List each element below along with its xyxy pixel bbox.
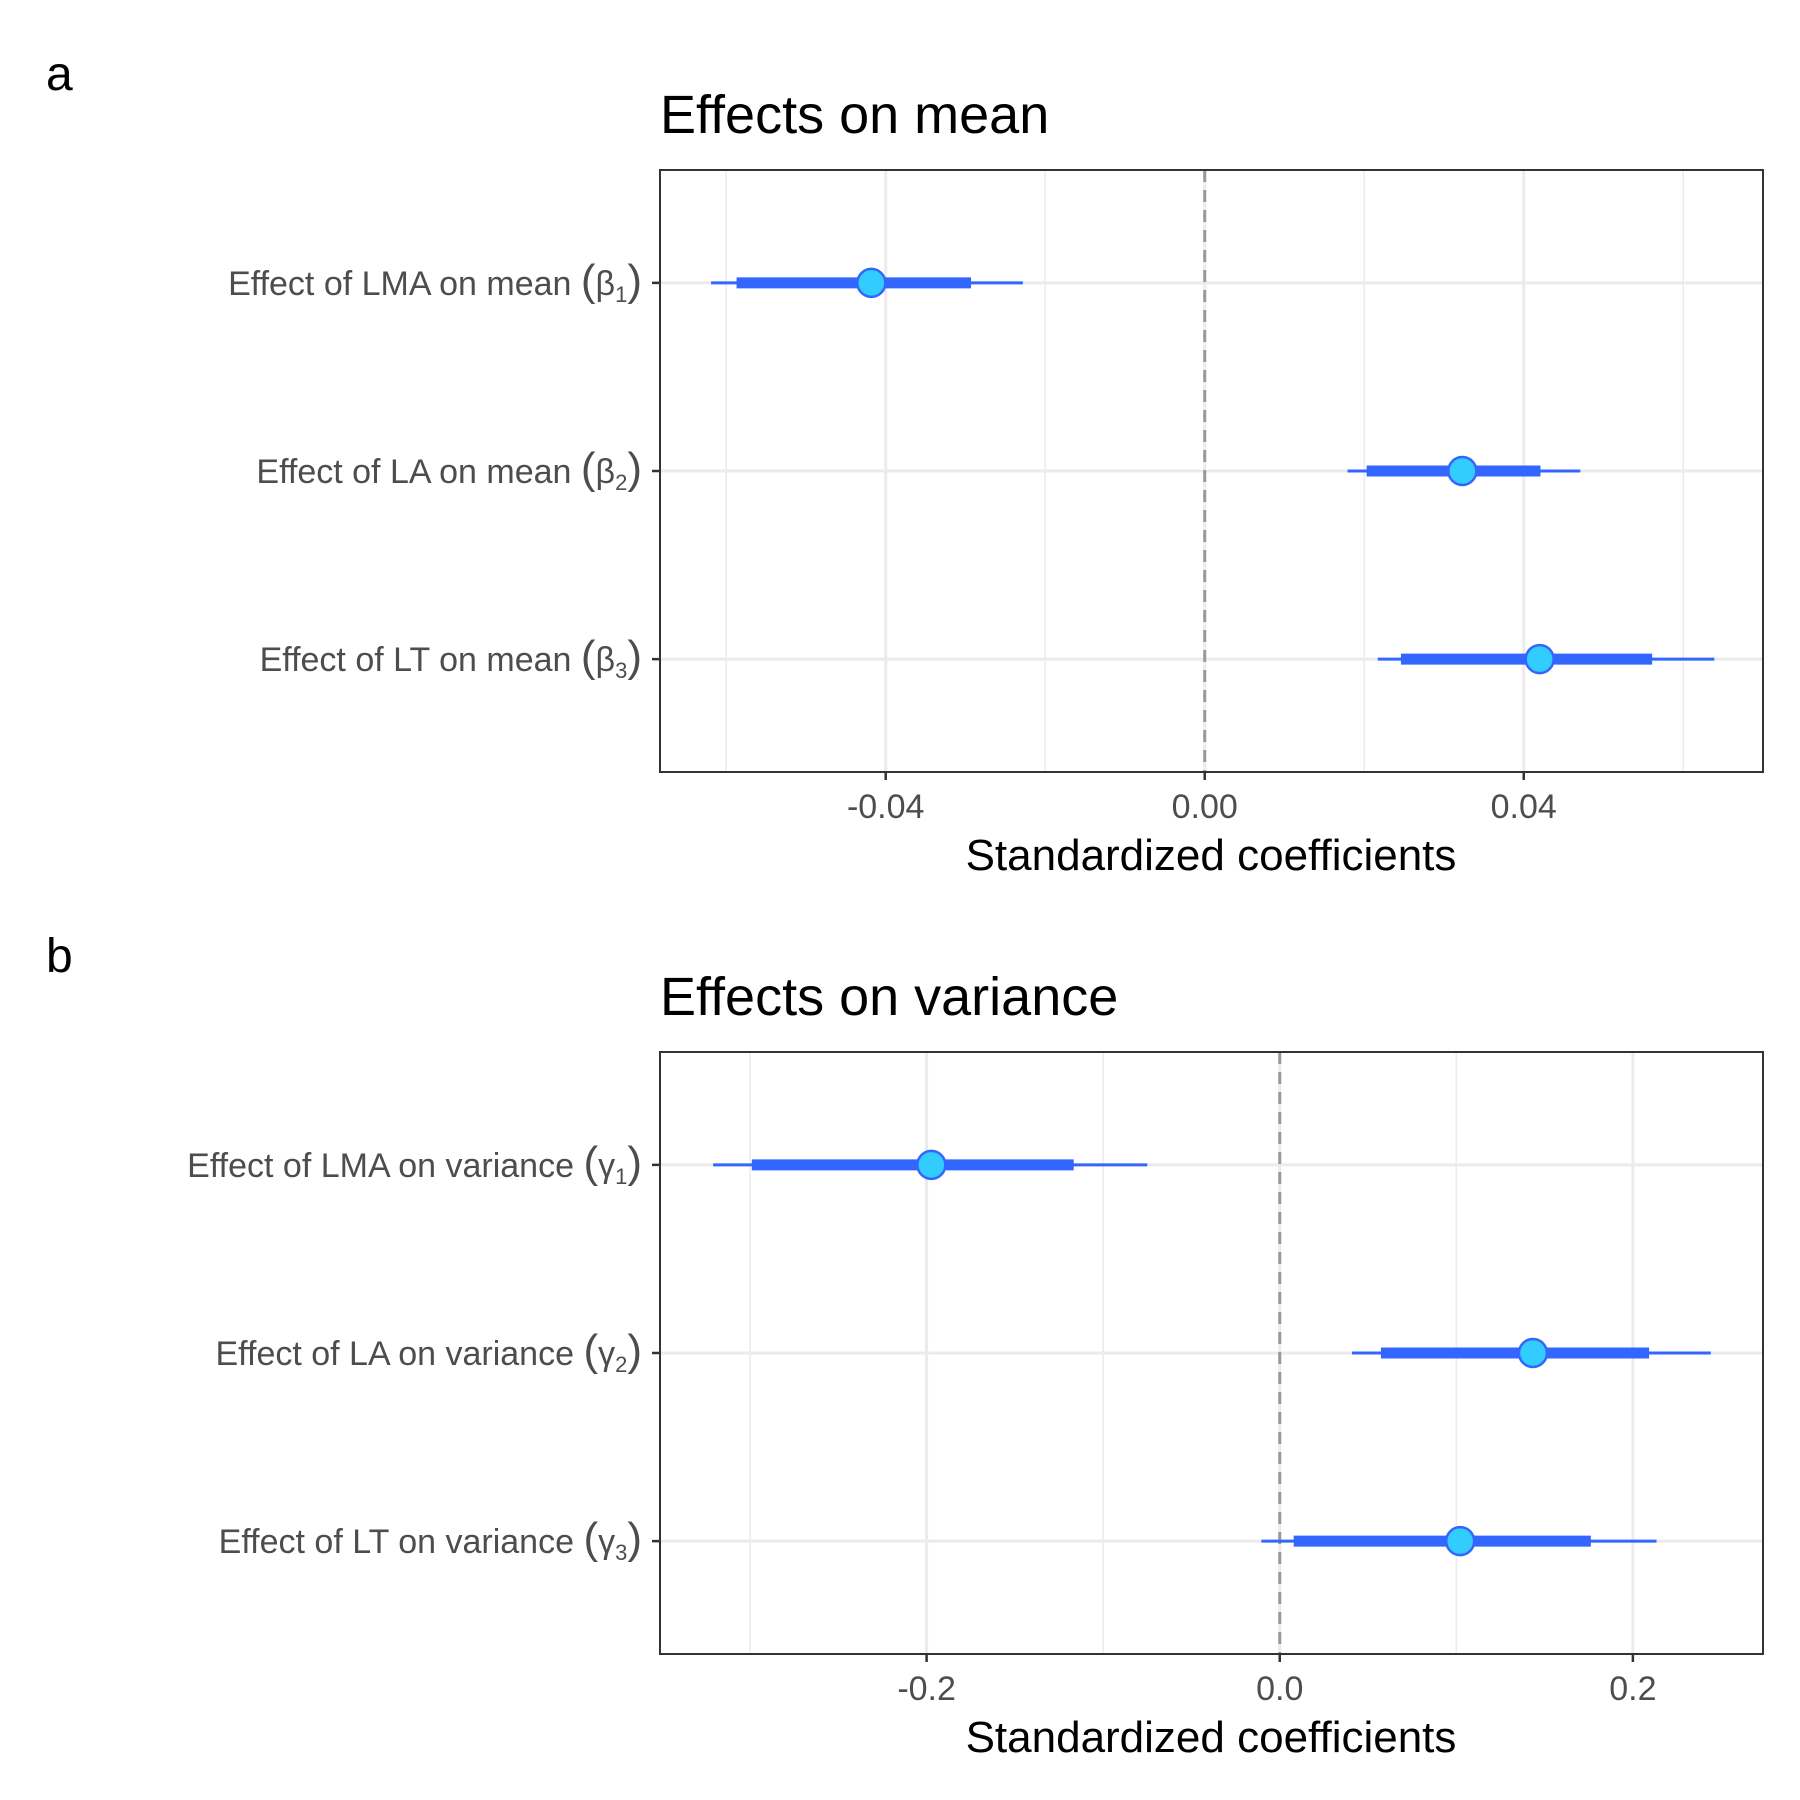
panel-b-point-estimate (1517, 1337, 1549, 1369)
panel-b-title: Effects on variance (660, 967, 1118, 1027)
panel-b-x-tick-label: 0.2 (1609, 1670, 1656, 1708)
panel-a-point-estimate (856, 267, 887, 299)
panel-a-title: Effects on mean (660, 85, 1049, 145)
panel-b-marks (713, 1052, 1711, 1654)
panel-a: a Effects on mean Effect of LMA on mean … (46, 48, 1764, 880)
panel-b-y-tick-label: Effect of LA on variance (γ2) (215, 1326, 642, 1377)
panel-b-x-tick-label: -0.2 (897, 1670, 956, 1708)
panel-b-tag: b (46, 930, 73, 983)
panel-a-tag: a (46, 48, 73, 101)
panel-a-x-tick-label: 0.04 (1491, 788, 1557, 826)
panel-a-point-estimate (1447, 455, 1478, 487)
panel-b-x-axis-title: Standardized coefficients (966, 1713, 1457, 1762)
panel-b-point-estimate (916, 1149, 947, 1181)
panel-a-y-axis: Effect of LMA on mean (β1) Effect of LA o… (228, 256, 660, 683)
panel-a-grid (660, 170, 1763, 772)
panel-a-y-tick-label: Effect of LMA on mean (β1) (228, 256, 642, 307)
panel-a-point-estimate (1524, 643, 1555, 675)
panel-a-x-tick-label: -0.04 (847, 788, 925, 826)
panel-b-y-tick-label: Effect of LMA on variance (γ1) (187, 1138, 642, 1189)
panel-b-y-tick-label: Effect of LT on variance (γ3) (219, 1514, 642, 1565)
panel-a-x-axis-title: Standardized coefficients (966, 831, 1457, 880)
panel-b: b Effects on variance Effect of LMA on v… (46, 930, 1764, 1762)
panel-a-y-tick-label: Effect of LT on mean (β3) (260, 632, 642, 683)
panel-a-marks (711, 170, 1715, 772)
panel-a-x-axis: -0.04 0.00 0.04 (847, 772, 1557, 826)
panel-b-x-axis: -0.2 0.0 0.2 (897, 1654, 1657, 1708)
panel-a-x-tick-label: 0.00 (1172, 788, 1238, 826)
panel-a-y-tick-label: Effect of LA on mean (β2) (256, 444, 642, 495)
panel-b-y-axis: Effect of LMA on variance (γ1) Effect of … (187, 1138, 660, 1565)
panel-b-point-estimate (1444, 1525, 1476, 1557)
panel-b-x-tick-label: 0.0 (1256, 1670, 1303, 1708)
